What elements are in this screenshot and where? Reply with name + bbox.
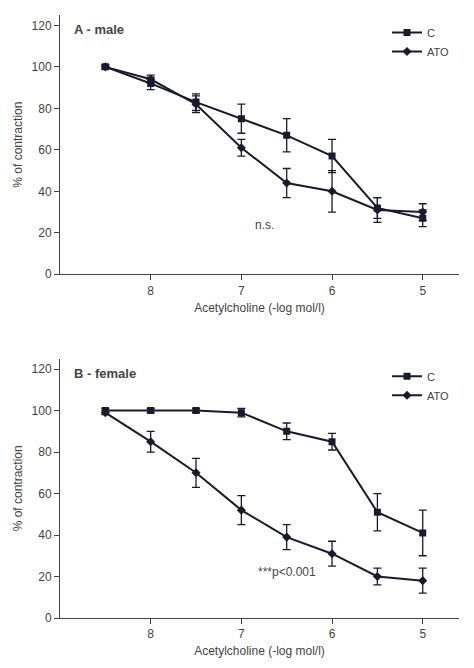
svg-text:ATO: ATO	[427, 390, 449, 402]
svg-text:100: 100	[32, 404, 52, 418]
svg-text:7: 7	[238, 284, 245, 298]
svg-text:120: 120	[32, 19, 52, 33]
svg-text:40: 40	[38, 185, 52, 199]
svg-text:6: 6	[329, 627, 336, 641]
svg-text:20: 20	[38, 570, 52, 584]
svg-text:C: C	[427, 371, 435, 383]
svg-text:0: 0	[45, 267, 52, 281]
svg-text:80: 80	[38, 445, 52, 459]
svg-text:8: 8	[147, 284, 154, 298]
svg-text:Acetylcholine (-log mol/l): Acetylcholine (-log mol/l)	[194, 301, 325, 315]
svg-text:20: 20	[38, 226, 52, 240]
svg-text:ATO: ATO	[427, 46, 449, 58]
svg-text:B - female: B - female	[74, 366, 136, 381]
svg-text:40: 40	[38, 528, 52, 542]
svg-text:6: 6	[329, 284, 336, 298]
svg-text:A - male: A - male	[74, 22, 124, 37]
svg-text:Acetylcholine (-log mol/l): Acetylcholine (-log mol/l)	[194, 644, 325, 658]
svg-text:n.s.: n.s.	[255, 218, 274, 232]
svg-text:100: 100	[32, 60, 52, 74]
svg-text:C: C	[427, 27, 435, 39]
svg-text:8: 8	[147, 627, 154, 641]
svg-text:% of contraction: % of contraction	[11, 102, 25, 188]
svg-text:7: 7	[238, 627, 245, 641]
svg-text:120: 120	[32, 362, 52, 376]
svg-text:80: 80	[38, 102, 52, 116]
svg-text:***p<0.001: ***p<0.001	[258, 565, 316, 579]
svg-text:60: 60	[38, 143, 52, 157]
svg-text:0: 0	[45, 611, 52, 625]
svg-text:5: 5	[419, 284, 426, 298]
svg-text:60: 60	[38, 487, 52, 501]
svg-text:% of contraction: % of contraction	[11, 445, 25, 531]
svg-text:5: 5	[419, 627, 426, 641]
